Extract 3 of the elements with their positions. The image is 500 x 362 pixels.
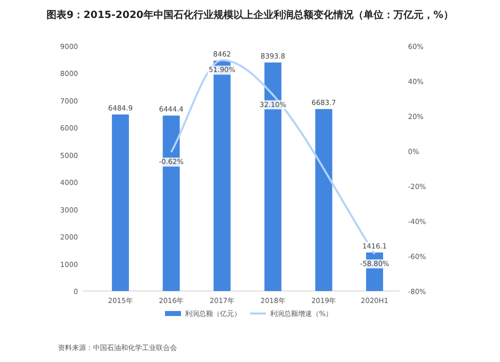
bar xyxy=(315,109,332,291)
chart-title: 图表9：2015-2020年中国石化行业规模以上企业利润总额变化情况（单位：万亿元，%） xyxy=(46,9,454,21)
bar xyxy=(112,114,129,291)
